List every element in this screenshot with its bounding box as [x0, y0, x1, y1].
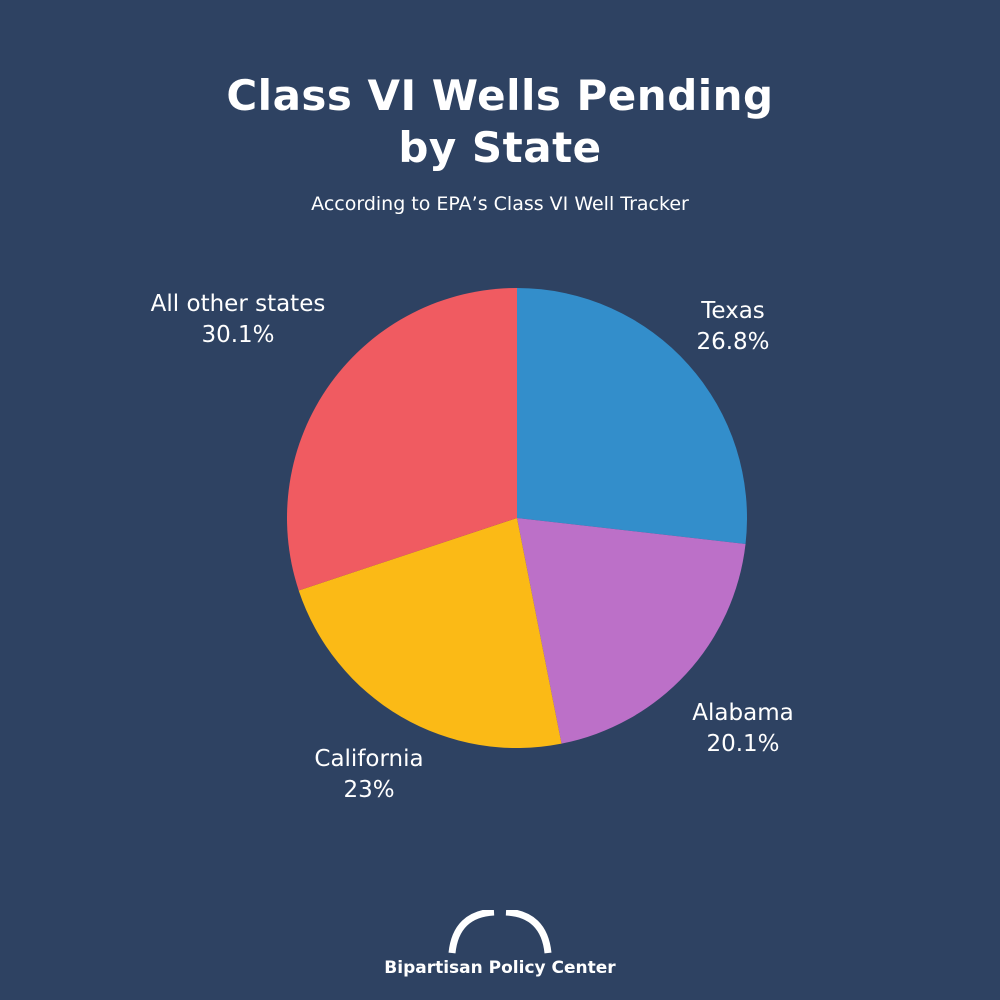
- arch-icon: [448, 910, 552, 954]
- logo-text: Bipartisan Policy Center: [384, 958, 616, 978]
- slice-label-all-other-states: All other states: [151, 291, 326, 317]
- slice-value-alabama: 20.1%: [706, 731, 779, 757]
- pie-labels: Texas 26.8% Alabama 20.1% California 23% All o…: [151, 291, 794, 803]
- pie-slice-texas: [517, 288, 747, 544]
- slice-value-california: 23%: [343, 777, 394, 803]
- slice-label-texas: Texas: [700, 298, 765, 324]
- pie-slices: [287, 288, 747, 748]
- slice-value-texas: 26.8%: [696, 329, 769, 355]
- chart-title-line-2: by State: [398, 123, 602, 172]
- pie-slice-all-other-states: [287, 288, 517, 591]
- slice-label-california: California: [314, 746, 423, 772]
- chart-title-line-1: Class VI Wells Pending: [226, 71, 774, 120]
- slice-label-alabama: Alabama: [692, 700, 793, 726]
- chart-title: Class VI Wells Pending by State: [0, 70, 1000, 174]
- chart-subtitle: According to EPA’s Class VI Well Tracker: [311, 193, 689, 215]
- slice-value-all-other-states: 30.1%: [201, 322, 274, 348]
- pie-slice-alabama: [517, 518, 746, 744]
- pie-slice-california: [298, 518, 562, 748]
